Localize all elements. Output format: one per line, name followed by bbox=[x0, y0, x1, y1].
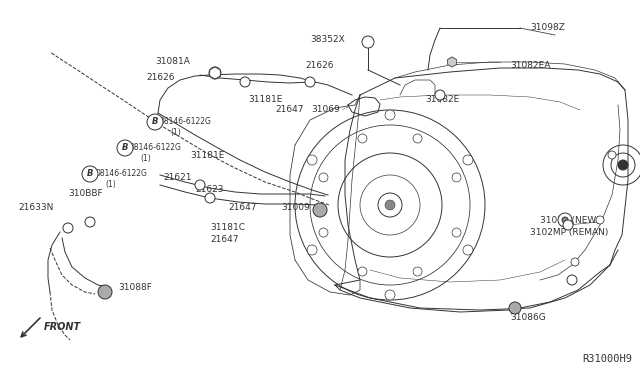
Circle shape bbox=[313, 203, 327, 217]
Circle shape bbox=[385, 200, 395, 210]
Text: 08146-6122G: 08146-6122G bbox=[160, 118, 212, 126]
Text: B: B bbox=[152, 118, 158, 126]
Circle shape bbox=[567, 275, 577, 285]
Circle shape bbox=[463, 155, 473, 165]
Circle shape bbox=[608, 151, 616, 159]
Text: 31181E: 31181E bbox=[248, 96, 282, 105]
Circle shape bbox=[305, 77, 315, 87]
Circle shape bbox=[85, 217, 95, 227]
Text: 21647: 21647 bbox=[275, 106, 303, 115]
Text: 21626: 21626 bbox=[305, 61, 333, 70]
Text: (1): (1) bbox=[170, 128, 180, 137]
Text: (1): (1) bbox=[140, 154, 151, 163]
Text: 08146-6122G: 08146-6122G bbox=[95, 170, 147, 179]
Circle shape bbox=[618, 160, 628, 170]
Circle shape bbox=[463, 245, 473, 255]
Circle shape bbox=[562, 217, 568, 223]
Circle shape bbox=[362, 36, 374, 48]
Circle shape bbox=[558, 213, 572, 227]
Circle shape bbox=[413, 267, 422, 276]
Circle shape bbox=[82, 166, 98, 182]
Text: 31086G: 31086G bbox=[510, 314, 546, 323]
Circle shape bbox=[319, 173, 328, 182]
Circle shape bbox=[307, 245, 317, 255]
Circle shape bbox=[563, 220, 573, 230]
Circle shape bbox=[209, 67, 221, 79]
Circle shape bbox=[240, 77, 250, 87]
Circle shape bbox=[385, 290, 395, 300]
Text: 21647: 21647 bbox=[228, 202, 257, 212]
Circle shape bbox=[571, 258, 579, 266]
Text: 38352X: 38352X bbox=[310, 35, 345, 45]
Text: 21633N: 21633N bbox=[18, 203, 53, 212]
Text: 08146-6122G: 08146-6122G bbox=[130, 144, 182, 153]
Circle shape bbox=[452, 173, 461, 182]
Text: 310BBF: 310BBF bbox=[68, 189, 102, 198]
Text: 31082EA: 31082EA bbox=[510, 61, 550, 70]
Circle shape bbox=[435, 90, 445, 100]
Text: (1): (1) bbox=[105, 180, 116, 189]
Circle shape bbox=[452, 228, 461, 237]
Text: B: B bbox=[122, 144, 128, 153]
Circle shape bbox=[195, 180, 205, 190]
Text: 31020 (NEW): 31020 (NEW) bbox=[540, 215, 600, 224]
Circle shape bbox=[63, 223, 73, 233]
Text: FRONT: FRONT bbox=[44, 322, 81, 332]
Circle shape bbox=[413, 134, 422, 143]
Circle shape bbox=[319, 228, 328, 237]
Text: 21647: 21647 bbox=[210, 235, 239, 244]
Circle shape bbox=[98, 285, 112, 299]
Circle shape bbox=[509, 302, 521, 314]
Text: R31000H9: R31000H9 bbox=[582, 354, 632, 364]
Text: 31088F: 31088F bbox=[118, 282, 152, 292]
Circle shape bbox=[358, 267, 367, 276]
Text: 31081A: 31081A bbox=[155, 58, 190, 67]
Text: 21626: 21626 bbox=[147, 74, 175, 83]
Text: 31082E: 31082E bbox=[425, 96, 460, 105]
Circle shape bbox=[147, 114, 163, 130]
Circle shape bbox=[358, 134, 367, 143]
Circle shape bbox=[385, 110, 395, 120]
Text: 21623: 21623 bbox=[195, 186, 223, 195]
Circle shape bbox=[307, 155, 317, 165]
Text: 31181E: 31181E bbox=[190, 151, 225, 160]
Circle shape bbox=[117, 140, 133, 156]
Text: 31069: 31069 bbox=[311, 106, 340, 115]
Circle shape bbox=[205, 193, 215, 203]
Text: 3102MP (REMAN): 3102MP (REMAN) bbox=[530, 228, 608, 237]
Circle shape bbox=[596, 216, 604, 224]
Text: 31181C: 31181C bbox=[210, 224, 245, 232]
Polygon shape bbox=[447, 57, 456, 67]
Text: B: B bbox=[87, 170, 93, 179]
Text: 21621: 21621 bbox=[163, 173, 191, 183]
Text: 31009: 31009 bbox=[281, 202, 310, 212]
Polygon shape bbox=[210, 67, 220, 79]
Text: 31098Z: 31098Z bbox=[530, 23, 565, 32]
